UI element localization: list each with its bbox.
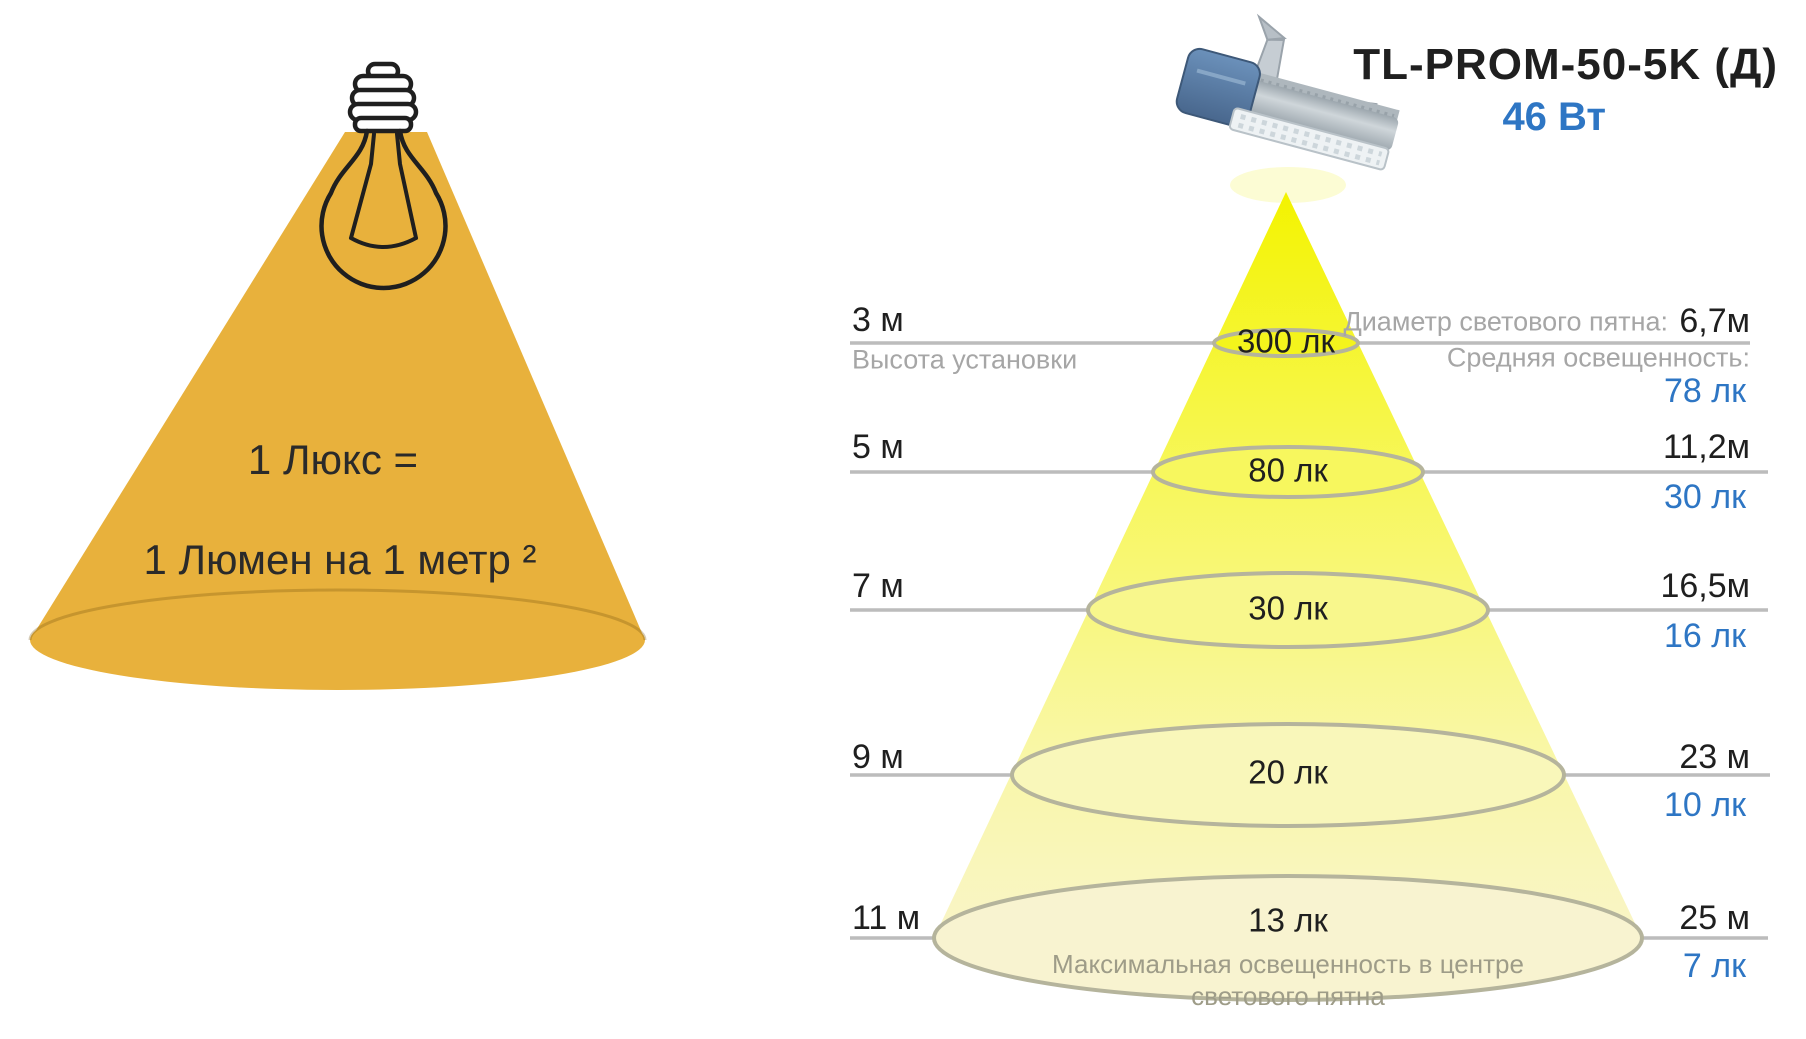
lux-definition-line2: 1 Люмен на 1 метр ² [143,536,537,583]
bulb-icon [319,61,448,291]
lux-definition-figure [28,61,647,690]
height-label-1: 3 м [852,301,904,339]
center-lux-1: 300 лк [1237,322,1335,360]
beam-figure [850,13,1770,1002]
max-illuminance-note-line1: Максимальная освещенность в центре [1052,949,1524,979]
diameter-value-2: 11,2м [1662,428,1750,466]
height-label-2: 5 м [852,428,904,466]
gold-cone-base [30,590,645,690]
gold-cone [30,132,645,640]
center-lux-2: 80 лк [1248,451,1328,489]
diameter-value-4: 23 м [1679,738,1750,776]
height-label-4: 9 м [852,738,904,776]
spot-diameter-label: Диаметр светового пятна: [1343,306,1668,337]
average-lux-4: 10 лк [1664,786,1746,824]
average-lux-1: 78 лк [1664,372,1746,410]
diameter-value-5: 25 м [1679,899,1750,937]
fixture-model-title: TL-PROM-50-5K (Д) [1353,40,1778,89]
diameter-value-1: 6,7м [1679,302,1750,340]
average-lux-2: 30 лк [1664,478,1746,516]
average-lux-5: 7 лк [1682,947,1746,985]
spot-ellipse-4 [1010,722,1566,828]
center-lux-4: 20 лк [1248,753,1328,791]
spot-ellipse-3 [1086,571,1490,649]
level-lines [850,341,1770,940]
spot-ellipse-5 [932,874,1644,1002]
gold-cone-rim [28,588,647,641]
height-label-5: 11 м [852,899,921,937]
light-spots [932,328,1644,1002]
spot-ellipse-1 [1212,328,1360,358]
lux-definition-line1: 1 Люкс = [247,436,419,483]
diameter-value-3: 16,5м [1660,567,1750,605]
center-lux-3: 30 лк [1248,589,1328,627]
max-illuminance-note-line2: светового пятна [1191,981,1385,1011]
height-label-3: 7 м [852,567,904,605]
fixture-power: 46 Вт [1502,95,1606,139]
spot-ellipse-2 [1151,445,1425,499]
average-lux-3: 16 лк [1664,617,1746,655]
center-lux-5: 13 лк [1248,901,1328,939]
mounting-height-label: Высота установки [852,344,1078,375]
luminaire-image [1175,13,1400,171]
beam-glow [1230,167,1346,203]
average-illuminance-label: Средняя освещенность: [1446,342,1750,373]
